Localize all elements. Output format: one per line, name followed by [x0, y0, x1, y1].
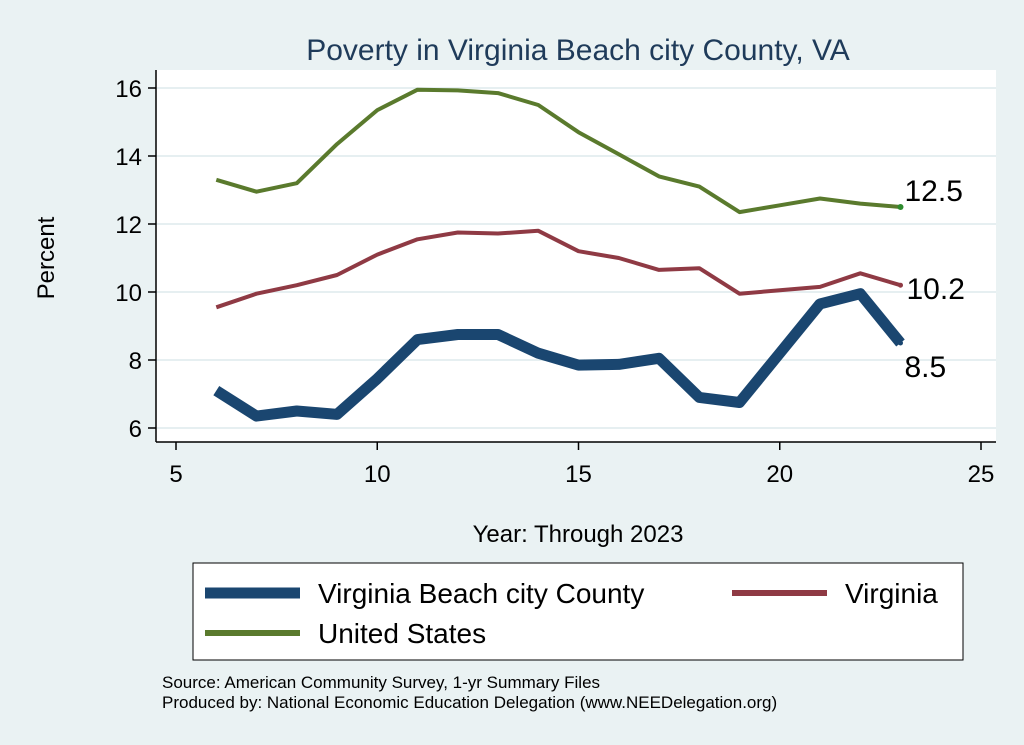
- x-tick-label: 20: [766, 461, 793, 488]
- x-axis-title: Year: Through 2023: [473, 521, 684, 548]
- x-tick-label: 15: [565, 461, 592, 488]
- end-point-virginia: [898, 282, 903, 288]
- y-tick-label: 16: [115, 76, 142, 103]
- legend-label-virginia-beach: Virginia Beach city County: [318, 578, 644, 609]
- end-point-virginia-beach: [898, 340, 903, 346]
- source-note: Source: American Community Survey, 1-yr …: [162, 673, 600, 692]
- chart-title: Poverty in Virginia Beach city County, V…: [306, 34, 850, 67]
- gridlines: [156, 87, 996, 429]
- x-tick-label: 5: [169, 461, 182, 488]
- series-line-virginia-beach: [213, 288, 905, 422]
- end-labels: 12.5 10.2 8.5: [905, 175, 965, 384]
- legend: Virginia Beach city County Virginia Unit…: [192, 562, 964, 661]
- series-line-virginia: [215, 228, 902, 310]
- y-tick-label: 8: [129, 348, 142, 375]
- y-tick-label: 6: [129, 416, 142, 443]
- x-tick-label: 10: [364, 461, 391, 488]
- legend-label-virginia: Virginia: [845, 578, 938, 609]
- end-label-virginia-beach: 8.5: [905, 351, 947, 384]
- series-layer: [213, 87, 905, 422]
- y-tick-label: 14: [115, 144, 142, 171]
- producer-note: Produced by: National Economic Education…: [162, 693, 777, 712]
- axes: 6 8 10 12 14 16 5 10 15 20 25: [115, 70, 996, 488]
- end-point-united-states: [897, 204, 904, 210]
- legend-label-united-states: United States: [318, 618, 486, 649]
- y-axis-title: Percent: [33, 216, 60, 299]
- series-line-united-states: [215, 87, 901, 215]
- plot-area: [156, 70, 996, 442]
- legend-box: [192, 562, 964, 661]
- end-label-united-states: 12.5: [905, 175, 963, 208]
- x-tick-label: 25: [968, 461, 995, 488]
- end-label-virginia: 10.2: [907, 273, 965, 306]
- y-tick-label: 12: [115, 212, 142, 239]
- y-tick-label: 10: [115, 280, 142, 307]
